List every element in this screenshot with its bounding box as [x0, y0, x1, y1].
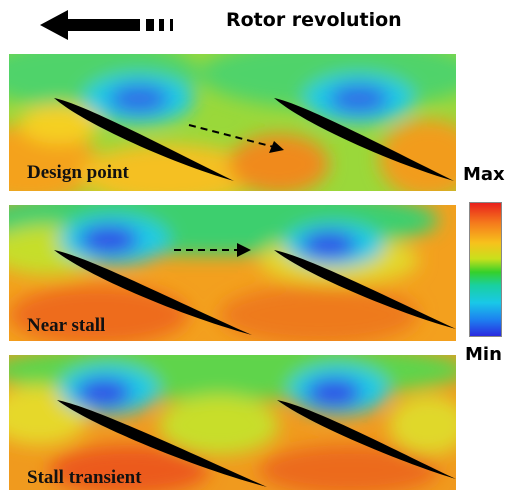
contour-map-stall-transient — [9, 355, 456, 490]
dashed-arrow — [174, 243, 251, 257]
panel-label: Near stall — [27, 315, 106, 336]
color-scale-bar — [469, 202, 502, 337]
legend-max-label: Max — [463, 164, 505, 185]
legend-min-label: Min — [465, 344, 502, 365]
panel-label: Stall transient — [27, 467, 142, 488]
panel-stall-transient: Stall transient — [9, 355, 456, 490]
rotor-revolution-title: Rotor revolution — [226, 9, 402, 31]
panel-design-point: Design point — [9, 54, 456, 191]
left-arrow-icon — [40, 10, 173, 40]
header: Rotor revolution — [0, 0, 515, 50]
panel-label: Design point — [27, 162, 129, 183]
dashed-arrow — [188, 124, 284, 153]
contour-map-design-point — [9, 54, 456, 191]
contour-map-near-stall — [9, 205, 456, 341]
panel-near-stall: Near stall — [9, 205, 456, 341]
